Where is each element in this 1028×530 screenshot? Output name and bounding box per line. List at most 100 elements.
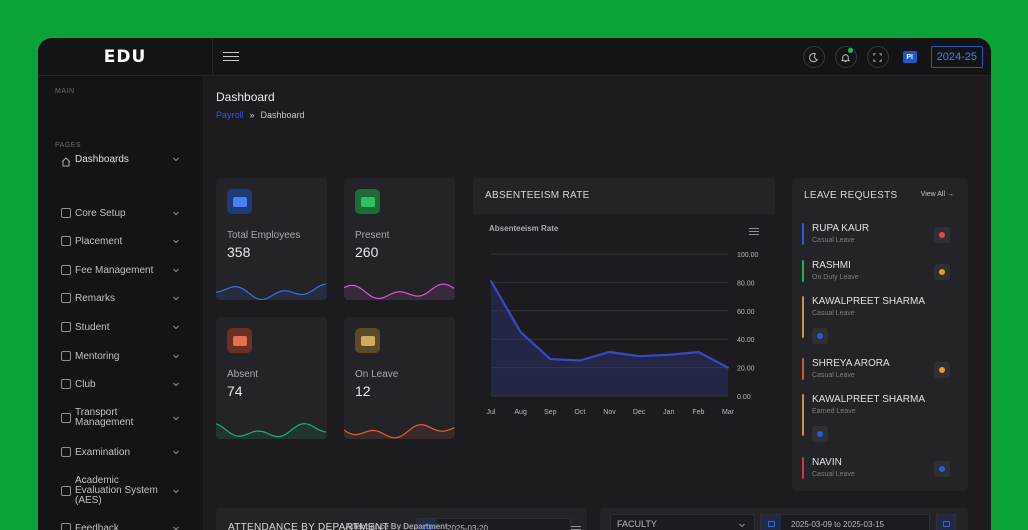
y-tick-label: 0.00 (737, 394, 751, 401)
sidebar-item-transport-management[interactable]: Transport Management (38, 407, 203, 429)
y-tick-label: 60.00 (737, 309, 755, 316)
student-icon (61, 322, 71, 332)
data-point[interactable] (638, 355, 641, 358)
sidebar-item-academic-evaluation-system-aes[interactable]: Academic Evaluation System (AES) (38, 476, 203, 506)
attendance-dept-title: ATTENDANCE BY DEPARTMENT (228, 522, 389, 530)
club-icon (61, 379, 71, 389)
sidebar-item-remarks[interactable]: Remarks (38, 287, 203, 309)
x-tick-label: Jan (663, 409, 674, 416)
present-card[interactable]: Present 260 (344, 178, 455, 300)
sidebar-item-mentoring[interactable]: Mentoring (38, 345, 203, 367)
chevron-down-icon (173, 211, 179, 216)
sidebar-item-label: Club (75, 378, 96, 390)
sparkline (344, 283, 455, 300)
section-label-main: MAIN (55, 88, 75, 95)
x-tick-label: Aug (514, 409, 527, 416)
sidebar-item-label: Placement (75, 235, 123, 247)
chart-menu-icon[interactable] (749, 226, 759, 237)
gear-icon (61, 265, 71, 275)
x-tick-label: Oct (574, 409, 585, 416)
leave-action-button[interactable] (934, 461, 950, 477)
chevron-down-icon (173, 526, 179, 530)
leave-status-bar (802, 358, 804, 380)
page-title: Dashboard (216, 90, 275, 104)
sidebar: MAIN PAGES Dashboards Core Setup Placement… (38, 76, 203, 530)
academic-year-button[interactable]: 2024-25 (930, 46, 983, 68)
leave-status-bar (802, 457, 804, 479)
leave-action-button[interactable] (934, 227, 950, 243)
y-tick-label: 100.00 (737, 252, 759, 259)
sidebar-item-club[interactable]: Club (38, 373, 203, 395)
feedback-icon (61, 523, 71, 530)
sidebar-item-core-setup[interactable]: Core Setup (38, 202, 203, 224)
leave-type: Casual Leave (812, 310, 855, 317)
stat-value: 74 (227, 383, 243, 399)
sidebar-item-fee-management[interactable]: Fee Management (38, 259, 203, 281)
menu-toggle-button[interactable] (223, 49, 239, 63)
stat-label: Total Employees (227, 230, 301, 241)
sidebar-item-label: Student (75, 321, 110, 333)
logo[interactable]: EDU (38, 38, 213, 76)
user-check-icon (355, 189, 380, 214)
data-point[interactable] (519, 331, 522, 334)
sidebar-item-examination[interactable]: Examination (38, 441, 203, 463)
breadcrumb-payroll[interactable]: Payroll (216, 110, 244, 120)
notifications-button[interactable] (834, 46, 857, 68)
sidebar-item-label: Core Setup (75, 207, 126, 219)
x-tick-label: Nov (603, 409, 616, 416)
top-actions: PI 2024-25 (802, 44, 983, 70)
y-tick-label: 80.00 (737, 280, 755, 287)
evaluation-icon (61, 486, 71, 496)
leave-type: Casual Leave (812, 471, 855, 478)
data-point[interactable] (578, 359, 581, 362)
leave-action-button[interactable] (934, 264, 950, 280)
attendance-dept-date: 2025-03-20 (447, 523, 488, 530)
data-point[interactable] (697, 350, 700, 353)
home-icon (61, 154, 71, 167)
leave-action-button[interactable] (812, 426, 828, 442)
attendance-dept-date-picker[interactable]: 2025-03-20 (416, 518, 571, 530)
sidebar-item-label: Transport Management (75, 407, 134, 428)
chevron-down-icon (173, 382, 179, 387)
chart-title: Absenteeism Rate (489, 224, 559, 233)
chevron-down-icon (173, 296, 179, 301)
data-point[interactable] (608, 350, 611, 353)
sidebar-item-feedback[interactable]: Feedback (38, 517, 203, 530)
total-employees-card[interactable]: Total Employees 358 (216, 178, 327, 300)
sidebar-item-dashboards[interactable]: Dashboards (38, 148, 203, 170)
briefcase-icon (61, 236, 71, 246)
absenteeism-chart: 100.00 80.00 60.00 40.00 20.00 0.00 Jul Aug Sep O… (487, 252, 759, 416)
view-all-link[interactable]: View All → (920, 191, 954, 198)
sparkline (216, 422, 327, 439)
data-point[interactable] (727, 366, 729, 369)
theme-toggle-button[interactable] (802, 46, 825, 68)
overall-attendance-panel: OVERALL ATTENDANCE (600, 508, 968, 530)
leave-employee-name: KAWALPREET SHARMA (812, 296, 925, 307)
data-point[interactable] (549, 358, 552, 361)
fullscreen-button[interactable] (866, 46, 889, 68)
leave-action-button[interactable] (934, 362, 950, 378)
leave-employee-name: KAWALPREET SHARMA (812, 394, 925, 405)
sidebar-item-student[interactable]: Student (38, 316, 203, 338)
sidebar-item-label: Mentoring (75, 350, 120, 362)
data-point[interactable] (490, 279, 492, 282)
stat-label: On Leave (355, 369, 399, 380)
absenteeism-chart-area: Absenteeism Rate 100.00 80.00 60.00 40.00 20… (473, 214, 775, 439)
profile-badge[interactable]: PI (902, 51, 917, 63)
data-point[interactable] (667, 353, 670, 356)
user-clock-icon (355, 328, 380, 353)
chevron-down-icon (173, 157, 179, 162)
leave-action-button[interactable] (812, 328, 828, 344)
leave-employee-name: RUPA KAUR (812, 223, 870, 234)
stat-label: Absent (227, 369, 259, 380)
user-x-icon (227, 328, 252, 353)
overall-attendance-title: OVERALL ATTENDANCE (612, 520, 733, 530)
x-tick-label: Feb (692, 409, 704, 416)
absent-card[interactable]: Absent 74 (216, 317, 327, 439)
stat-value: 260 (355, 244, 379, 260)
on-leave-card[interactable]: On Leave 12 (344, 317, 455, 439)
leave-requests-panel: LEAVE REQUESTS View All → RUPA KAUR Casua… (792, 178, 968, 491)
sidebar-item-placement[interactable]: Placement (38, 230, 203, 252)
absenteeism-panel-title: ABSENTEEISM RATE (485, 190, 590, 201)
leave-status-bar (802, 394, 804, 436)
